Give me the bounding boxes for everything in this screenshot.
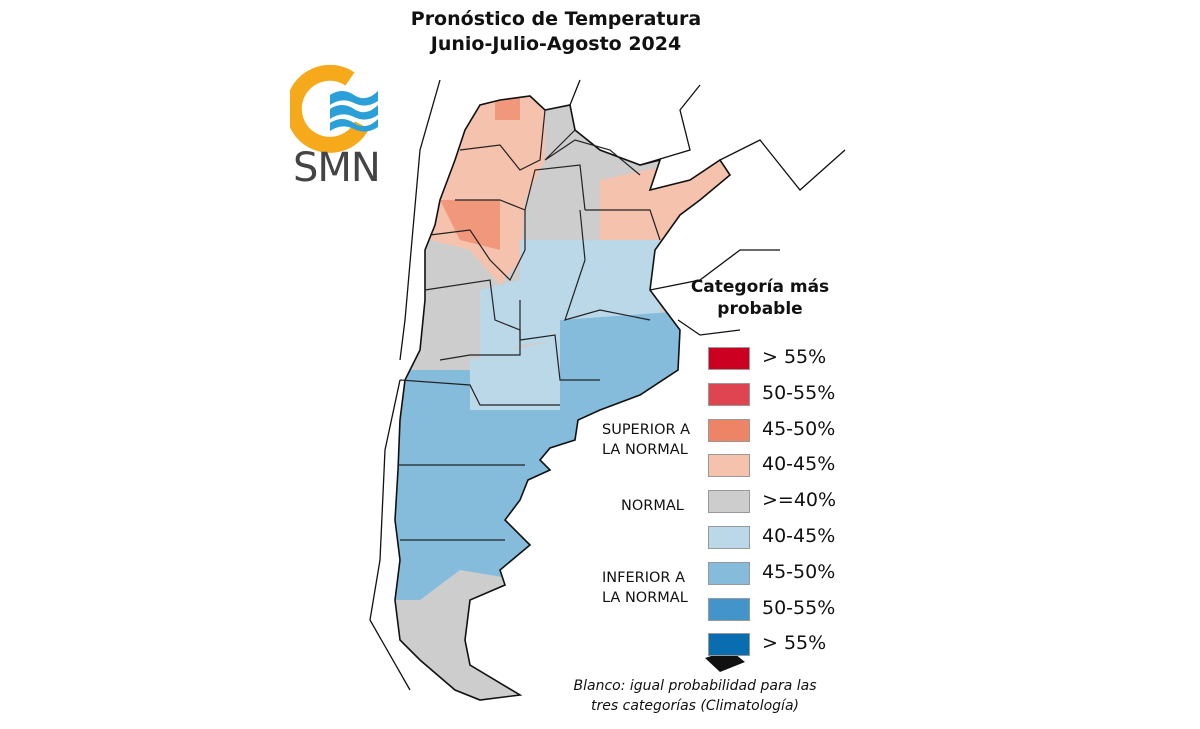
legend-swatch	[708, 526, 750, 549]
legend-group-inferior: INFERIOR A LA NORMAL	[602, 570, 688, 606]
neighbor-country-borders	[369, 79, 846, 691]
legend-label: 40-45%	[762, 453, 836, 476]
region-above-normal-45-50-north	[495, 96, 520, 120]
region-above-normal-45-50	[440, 200, 500, 250]
legend-swatch	[708, 597, 750, 621]
legend-swatch	[708, 490, 750, 514]
legend-note: Blanco: igual probabilidad para las tres…	[573, 678, 817, 714]
region-below-normal-40-45	[480, 240, 660, 360]
legend-label: 45-50%	[762, 560, 836, 583]
legend-label: > 55%	[762, 632, 827, 655]
smn-logo-text: SMN	[293, 145, 381, 191]
legend-title: Categoría más probable	[690, 277, 830, 319]
legend-swatch	[708, 418, 750, 442]
legend-label: 50-55%	[762, 596, 836, 619]
legend-label: 50-55%	[762, 381, 836, 404]
legend-group-superior: SUPERIOR A LA NORMAL	[602, 422, 691, 458]
legend-label: > 55%	[762, 346, 827, 368]
legend-swatch	[708, 347, 750, 370]
legend-swatch	[708, 561, 750, 585]
province-borders	[398, 109, 661, 541]
legend-label: >=40%	[762, 489, 837, 512]
legend-swatch	[708, 454, 750, 478]
legend-swatch	[708, 382, 750, 406]
smn-logo-icon	[290, 65, 378, 153]
legend-label: 45-50%	[762, 417, 836, 440]
map-subtitle: Junio-Julio-Agosto 2024	[430, 33, 682, 55]
legend-swatch	[708, 633, 750, 657]
legend-group-normal: NORMAL	[621, 498, 684, 514]
legend-label: 40-45%	[762, 525, 836, 547]
map-title: Pronóstico de Temperatura	[410, 8, 702, 30]
